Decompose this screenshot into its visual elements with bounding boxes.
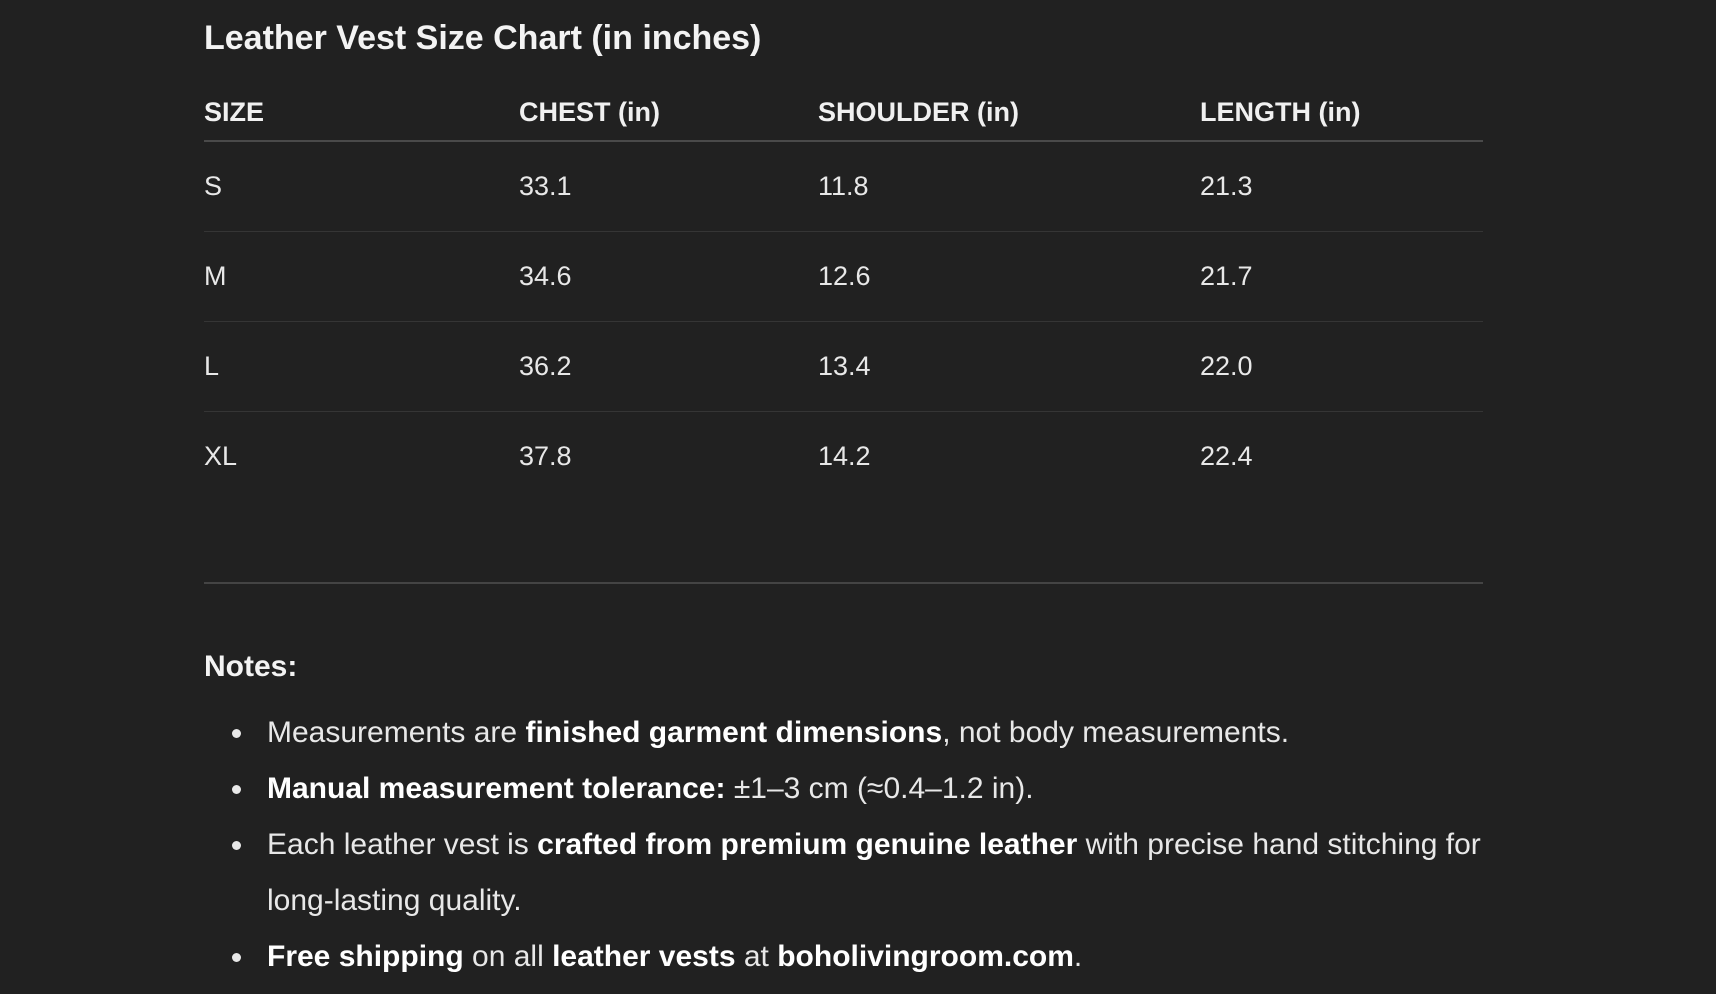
note-text: on all	[463, 940, 553, 973]
note-text: ±1–3 cm (≈0.4–1.2 in).	[725, 772, 1034, 805]
table-cell: 33.1	[519, 141, 818, 232]
table-cell: 36.2	[519, 321, 818, 412]
note-bold-text: crafted from premium genuine leather	[537, 828, 1078, 861]
table-cell: 12.6	[818, 231, 1200, 322]
table-row: L 36.2 13.4 22.0	[204, 321, 1483, 412]
header-shoulder: SHOULDER (in)	[818, 84, 1200, 142]
table-cell: L	[204, 321, 519, 412]
table-header-row: SIZE CHEST (in) SHOULDER (in) LENGTH (in…	[204, 84, 1483, 142]
table-cell: XL	[204, 441, 238, 471]
table-cell: 13.4	[818, 321, 1200, 412]
note-text: Each leather vest is	[267, 828, 538, 861]
table-cell: 34.6	[519, 231, 818, 322]
note-bold-text: boholivingroom.com	[777, 940, 1074, 973]
table-cell: 11.8	[818, 141, 1200, 232]
note-bold-text: finished garment dimensions	[525, 716, 943, 749]
note-item: Manual measurement tolerance: ±1–3 cm (≈…	[232, 761, 1483, 817]
note-text: at	[735, 940, 778, 973]
table-cell: 22.4	[1200, 441, 1253, 471]
note-text: , not body measurements.	[942, 716, 1290, 749]
table-cell: M	[204, 231, 519, 322]
note-bold-text: Manual measurement tolerance:	[267, 772, 726, 805]
note-item: Each leather vest is crafted from premiu…	[232, 817, 1483, 929]
table-cell: S	[204, 141, 519, 232]
table-row: M 34.6 12.6 21.7	[204, 231, 1483, 322]
notes-list: Measurements are finished garment dimens…	[204, 705, 1483, 985]
divider	[204, 582, 1483, 584]
size-table: SIZE CHEST (in) SHOULDER (in) LENGTH (in…	[204, 84, 1483, 501]
note-bold-text: leather vests	[552, 940, 736, 973]
table-cell: 14.2	[818, 441, 871, 471]
note-text: .	[1073, 940, 1083, 973]
header-chest: CHEST (in)	[519, 84, 818, 142]
page-title: Leather Vest Size Chart (in inches)	[204, 19, 762, 57]
table-cell: 22.0	[1200, 321, 1483, 412]
note-item: Measurements are finished garment dimens…	[232, 705, 1483, 761]
table-cell: 21.7	[1200, 231, 1483, 322]
notes-heading: Notes:	[204, 650, 298, 683]
note-item: Free shipping on all leather vests at bo…	[232, 929, 1483, 985]
table-cell: 37.8	[519, 441, 572, 471]
table-row: S 33.1 11.8 21.3	[204, 141, 1483, 232]
note-text: with precise hand stitching for long-las…	[267, 828, 1481, 917]
header-length: LENGTH (in)	[1200, 84, 1483, 142]
table-row: XL 37.8 14.2 22.4	[204, 412, 1483, 502]
note-text: Measurements are	[267, 716, 526, 749]
note-bold-text: Free shipping	[267, 940, 464, 973]
header-size: SIZE	[204, 84, 519, 142]
table-cell: 21.3	[1200, 141, 1483, 232]
